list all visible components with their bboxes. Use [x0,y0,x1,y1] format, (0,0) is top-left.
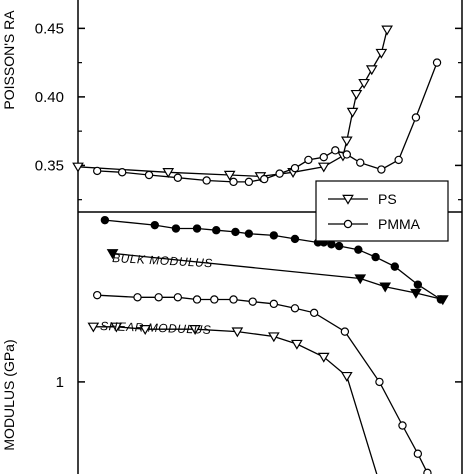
point-pmma-shear-11 [340,327,350,336]
point-ps-bulk-4 [436,295,449,306]
point-pmma-bulk-13 [354,245,363,254]
point-pmma-shear-2 [154,293,163,302]
point-pmma-10 [304,155,313,165]
point-pmma-bulk-6 [244,229,254,238]
point-pmma-shear-10 [309,308,319,318]
annotation-bulk-modulus: BULK MODULUS [112,251,213,270]
point-pmma-shear-14 [413,449,423,458]
point-pmma-13 [342,150,351,159]
point-ps-9 [350,89,363,100]
point-ps-bulk-0 [106,249,119,260]
point-pmma-bulk-15 [390,262,399,271]
legend-marker-pmma [343,219,353,229]
point-pmma-9 [290,163,300,173]
legend-marker-ps [342,194,354,205]
point-ps-0 [72,162,84,173]
point-pmma-5 [229,177,238,187]
point-ps-shear-0 [87,322,100,333]
point-pmma-bulk-14 [371,252,380,262]
point-pmma-11 [319,152,328,162]
point-pmma-bulk-7 [269,231,279,240]
poisson-ratio-axis-label: POISSON'S RA [1,10,17,110]
modulus-axis-label: MODULUS (GPa) [1,339,17,450]
point-pmma-bulk-4 [212,226,221,235]
point-pmma-shear-0 [92,290,102,300]
point-pmma-shear-12 [375,377,384,387]
point-pmma-shear-9 [290,304,300,313]
point-ps-2 [223,170,236,181]
point-pmma-bulk-5 [231,227,240,237]
annotation-shear-modulus: SHEAR MODULUS [100,319,212,337]
point-pmma-0 [92,166,102,176]
point-pmma-bulk-0 [100,215,110,225]
point-ps-8 [346,107,359,118]
point-ps-10 [358,78,370,89]
point-ps-1 [162,168,175,179]
point-pmma-3 [173,173,183,182]
point-ps-shear-5 [267,332,280,343]
series-line-ps-shear [93,326,378,474]
point-ps-shear-6 [291,339,303,350]
point-pmma-shear-15 [423,468,432,474]
point-pmma-shear-4 [192,295,202,304]
point-ps-12 [375,48,388,59]
point-pmma-18 [432,58,442,67]
point-pmma-shear-7 [248,297,257,306]
y-tick-label-0-0: 0.35 [35,157,64,174]
point-pmma-7 [260,174,269,184]
point-pmma-1 [117,168,127,177]
point-pmma-2 [144,170,154,180]
point-ps-shear-8 [340,371,353,382]
point-pmma-bulk-2 [171,224,181,233]
point-pmma-shear-8 [269,299,279,309]
point-ps-shear-7 [317,352,330,363]
point-pmma-bulk-8 [290,234,300,244]
point-pmma-17 [411,113,421,122]
legend-box [315,180,449,242]
point-pmma-8 [275,169,284,178]
legend-label-pmma: PMMA [378,216,421,232]
point-ps-11 [365,65,378,76]
point-pmma-shear-6 [229,295,238,304]
point-pmma-15 [377,165,386,174]
point-pmma-shear-1 [133,293,142,302]
point-pmma-14 [356,158,365,167]
point-pmma-12 [331,146,340,155]
point-pmma-16 [394,155,403,165]
point-ps-5 [317,162,330,173]
point-ps-shear-3 [189,325,201,335]
point-ps-7 [340,136,353,147]
y-tick-label-1-0: 1 [56,374,64,391]
point-pmma-shear-3 [173,293,183,302]
point-ps-13 [381,25,393,36]
point-pmma-bulk-1 [150,220,159,230]
point-pmma-bulk-12 [334,241,344,251]
y-tick-label-0-2: 0.45 [35,20,64,37]
point-pmma-shear-13 [398,421,407,430]
point-ps-shear-4 [231,327,244,338]
point-ps-bulk-2 [379,282,392,293]
point-pmma-bulk-16 [413,280,423,289]
point-ps-shear-2 [139,325,152,335]
point-ps-bulk-1 [354,274,367,285]
point-pmma-shear-5 [210,295,219,304]
plot-area: 0.35 0.40 0.45 1 BULK MODULUS SHEAR MODULUS PS… [35,0,463,474]
legend-label-ps: PS [378,191,397,207]
point-ps-bulk-3 [410,288,422,299]
point-pmma-6 [244,177,254,187]
point-pmma-bulk-11 [327,240,336,249]
point-ps-shear-1 [110,322,123,333]
point-pmma-bulk-3 [192,224,202,233]
point-pmma-4 [202,176,211,185]
y-tick-label-0-1: 0.40 [35,89,64,106]
